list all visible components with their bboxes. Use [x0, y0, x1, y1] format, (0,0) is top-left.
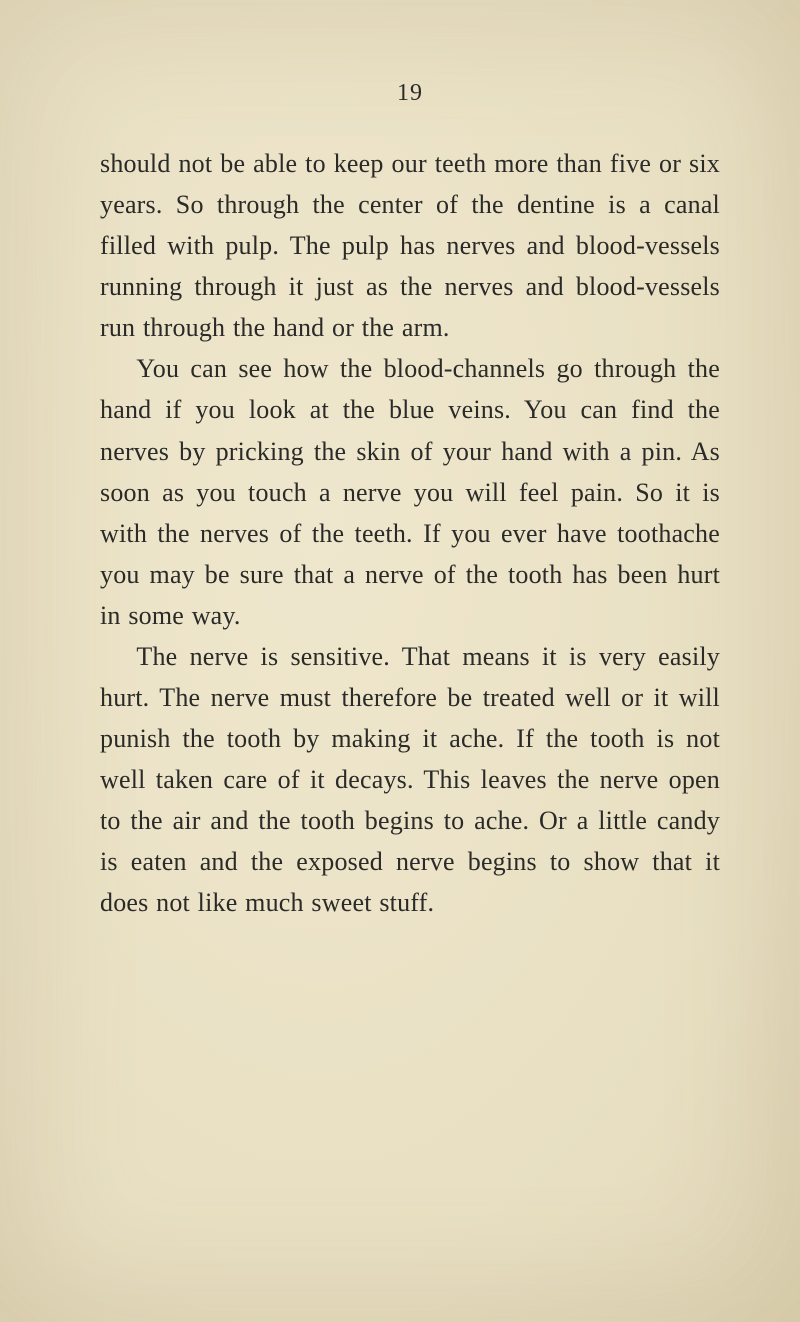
- paragraph: should not be able to keep our teeth mor…: [100, 143, 720, 348]
- paragraph: The nerve is sensitive. That means it is…: [100, 636, 720, 924]
- page-number: 19: [100, 80, 720, 107]
- body-text: should not be able to keep our teeth mor…: [100, 143, 720, 923]
- paragraph: You can see how the blood-channels go th…: [100, 348, 720, 636]
- scanned-page: 19 should not be able to keep our teeth …: [0, 0, 800, 1322]
